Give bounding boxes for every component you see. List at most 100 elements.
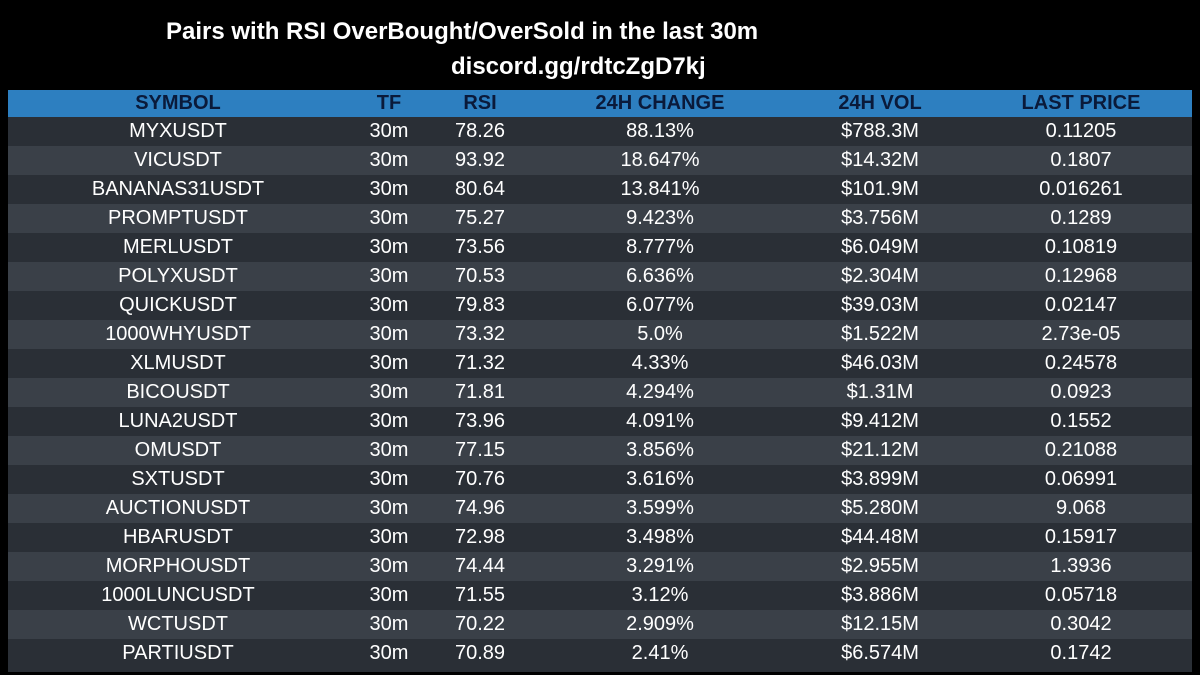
cell-24h-change: 3.12%: [631, 584, 689, 606]
cell-24h-vol: $5.280M: [841, 497, 919, 519]
cell-symbol: BICOUSDT: [126, 381, 230, 403]
discord-link[interactable]: discord.gg/rdtcZgD7kj: [451, 53, 706, 80]
cell-rsi: 80.64: [454, 178, 506, 200]
cell-tf: 30m: [369, 265, 409, 287]
cell-24h-vol: $14.32M: [841, 149, 919, 171]
table-row[interactable]: PARTIUSDT 30m 70.89 2.41% $6.574M 0.1742: [8, 639, 1192, 668]
cell-tf: 30m: [369, 584, 409, 606]
cell-last-price: 0.1742: [1050, 642, 1112, 664]
column-header-rsi[interactable]: RSI: [463, 92, 497, 114]
cell-rsi: 75.27: [454, 207, 506, 229]
table-row[interactable]: OMUSDT 30m 77.15 3.856% $21.12M 0.21088: [8, 436, 1192, 465]
cell-last-price: 9.068: [1055, 497, 1107, 519]
cell-24h-change: 88.13%: [626, 120, 694, 142]
cell-last-price: 0.3042: [1050, 613, 1112, 635]
cell-symbol: LUNA2USDT: [118, 410, 238, 432]
table-row[interactable]: MORPHOUSDT 30m 74.44 3.291% $2.955M 1.3936: [8, 552, 1192, 581]
cell-symbol: OMUSDT: [134, 439, 222, 461]
cell-24h-change: 4.294%: [626, 381, 694, 403]
cell-24h-vol: $9.412M: [841, 410, 919, 432]
cell-rsi: 72.98: [454, 526, 506, 548]
column-header-symbol[interactable]: SYMBOL: [135, 92, 221, 114]
cell-rsi: 77.15: [454, 439, 506, 461]
cell-symbol: MERLUSDT: [122, 236, 233, 258]
cell-24h-vol: $6.049M: [841, 236, 919, 258]
cell-24h-vol: $3.756M: [841, 207, 919, 229]
cell-24h-change: 9.423%: [626, 207, 694, 229]
table-row[interactable]: MERLUSDT 30m 73.56 8.777% $6.049M 0.10819: [8, 233, 1192, 262]
cell-tf: 30m: [369, 178, 409, 200]
cell-symbol: SXTUSDT: [131, 468, 225, 490]
cell-rsi: 78.26: [454, 120, 506, 142]
table-body: MYXUSDT 30m 78.26 88.13% $788.3M 0.11205 VICUS…: [8, 117, 1192, 668]
column-header-24h-change[interactable]: 24H CHANGE: [595, 92, 725, 114]
cell-24h-change: 18.647%: [620, 149, 700, 171]
table-row[interactable]: BANANAS31USDT 30m 80.64 13.841% $101.9M 0.016…: [8, 175, 1192, 204]
cell-tf: 30m: [369, 410, 409, 432]
table-row[interactable]: PROMPTUSDT 30m 75.27 9.423% $3.756M 0.1289: [8, 204, 1192, 233]
table-row[interactable]: XLMUSDT 30m 71.32 4.33% $46.03M 0.24578: [8, 349, 1192, 378]
cell-symbol: XLMUSDT: [130, 352, 226, 374]
cell-last-price: 0.10819: [1044, 236, 1118, 258]
rsi-pairs-table: SYMBOL TF RSI 24H CHANGE 24H VOL LAST PR…: [8, 90, 1192, 672]
cell-symbol: QUICKUSDT: [119, 294, 237, 316]
cell-symbol: PARTIUSDT: [122, 642, 234, 664]
cell-last-price: 0.21088: [1044, 439, 1118, 461]
cell-24h-change: 4.33%: [631, 352, 689, 374]
cell-tf: 30m: [369, 468, 409, 490]
cell-rsi: 79.83: [454, 294, 506, 316]
cell-last-price: 0.24578: [1044, 352, 1118, 374]
cell-rsi: 93.92: [454, 149, 506, 171]
cell-24h-vol: $2.304M: [841, 265, 919, 287]
cell-symbol: HBARUSDT: [122, 526, 233, 548]
cell-rsi: 71.81: [454, 381, 506, 403]
cell-tf: 30m: [369, 323, 409, 345]
table-row[interactable]: BICOUSDT 30m 71.81 4.294% $1.31M 0.0923: [8, 378, 1192, 407]
cell-rsi: 70.76: [454, 468, 506, 490]
table-row[interactable]: SXTUSDT 30m 70.76 3.616% $3.899M 0.06991: [8, 465, 1192, 494]
cell-last-price: 0.1289: [1050, 207, 1112, 229]
table-row[interactable]: HBARUSDT 30m 72.98 3.498% $44.48M 0.15917: [8, 523, 1192, 552]
cell-rsi: 71.32: [454, 352, 506, 374]
table-row[interactable]: WCTUSDT 30m 70.22 2.909% $12.15M 0.3042: [8, 610, 1192, 639]
table-row[interactable]: AUCTIONUSDT 30m 74.96 3.599% $5.280M 9.068: [8, 494, 1192, 523]
cell-24h-vol: $788.3M: [841, 120, 919, 142]
table-row[interactable]: 1000WHYUSDT 30m 73.32 5.0% $1.522M 2.73e-05: [8, 320, 1192, 349]
cell-24h-vol: $1.522M: [841, 323, 919, 345]
cell-rsi: 70.89: [454, 642, 506, 664]
column-header-tf[interactable]: TF: [376, 92, 402, 114]
column-header-last-price[interactable]: LAST PRICE: [1021, 92, 1141, 114]
column-header-24h-vol[interactable]: 24H VOL: [838, 92, 922, 114]
cell-symbol: 1000LUNCUSDT: [101, 584, 255, 606]
table-row[interactable]: VICUSDT 30m 93.92 18.647% $14.32M 0.1807: [8, 146, 1192, 175]
cell-rsi: 70.22: [454, 613, 506, 635]
cell-tf: 30m: [369, 613, 409, 635]
cell-24h-vol: $46.03M: [841, 352, 919, 374]
cell-symbol: AUCTIONUSDT: [105, 497, 251, 519]
cell-last-price: 0.06991: [1044, 468, 1118, 490]
table-row[interactable]: MYXUSDT 30m 78.26 88.13% $788.3M 0.11205: [8, 117, 1192, 146]
table-row[interactable]: LUNA2USDT 30m 73.96 4.091% $9.412M 0.1552: [8, 407, 1192, 436]
cell-last-price: 0.02147: [1044, 294, 1118, 316]
cell-24h-change: 2.909%: [626, 613, 694, 635]
cell-last-price: 0.1552: [1050, 410, 1112, 432]
cell-symbol: WCTUSDT: [128, 613, 228, 635]
cell-rsi: 74.44: [454, 555, 506, 577]
cell-symbol: 1000WHYUSDT: [105, 323, 251, 345]
cell-24h-change: 3.599%: [626, 497, 694, 519]
cell-24h-vol: $3.886M: [841, 584, 919, 606]
cell-tf: 30m: [369, 497, 409, 519]
cell-symbol: MORPHOUSDT: [105, 555, 251, 577]
cell-24h-change: 2.41%: [631, 642, 689, 664]
cell-24h-change: 8.777%: [626, 236, 694, 258]
cell-24h-vol: $101.9M: [841, 178, 919, 200]
cell-tf: 30m: [369, 526, 409, 548]
table-row[interactable]: 1000LUNCUSDT 30m 71.55 3.12% $3.886M 0.05718: [8, 581, 1192, 610]
cell-24h-vol: $3.899M: [841, 468, 919, 490]
table-row[interactable]: QUICKUSDT 30m 79.83 6.077% $39.03M 0.02147: [8, 291, 1192, 320]
cell-tf: 30m: [369, 352, 409, 374]
table-row[interactable]: POLYXUSDT 30m 70.53 6.636% $2.304M 0.12968: [8, 262, 1192, 291]
cell-tf: 30m: [369, 236, 409, 258]
cell-last-price: 0.11205: [1045, 120, 1117, 142]
cell-symbol: POLYXUSDT: [118, 265, 238, 287]
